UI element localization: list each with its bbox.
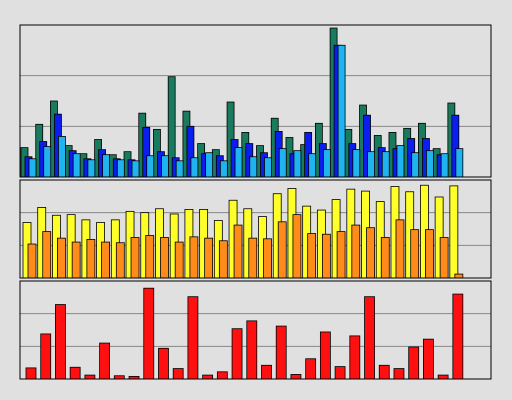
panel-3-series-1-bar-4: [69, 366, 81, 380]
panel-1-series-3-bar-29: [440, 153, 449, 178]
panel-3-series-1-bar-22: [334, 366, 346, 380]
panel-2-series-2-bar-29: [439, 237, 449, 279]
panel-3-series-1-bar-28: [423, 338, 434, 380]
panel-2-series-2-bar-19: [292, 214, 302, 279]
panel-1-series-3-bar-23: [352, 149, 361, 178]
panel-2-series-2-bar-4: [71, 241, 81, 279]
panel-2-series-2-bar-8: [130, 237, 140, 279]
panel-3-frame: [19, 280, 492, 380]
panel-1-series-3-bar-20: [308, 153, 317, 178]
panel-1-series-3-bar-25: [381, 151, 390, 178]
panel-3-series-1-bar-25: [378, 364, 390, 380]
panel-2-series-2-bar-20: [307, 233, 317, 279]
panel-2-series-2-bar-15: [233, 224, 243, 279]
panel-2-series-2-bar-5: [86, 239, 96, 279]
panel-1-series-3-bar-8: [131, 160, 140, 178]
panel-3-series-1-bar-19: [290, 374, 302, 380]
panel-3-series-1-bar-20: [305, 358, 317, 380]
panel-3-series-1-bar-6: [99, 342, 110, 380]
panel-2-series-2-bar-21: [321, 233, 331, 279]
panel-3-series-1-bar-27: [408, 346, 420, 380]
panel-1-series-3-bar-14: [219, 160, 228, 178]
panel-2-series-2-bar-25: [380, 237, 390, 279]
panel-2-series-2-bar-6: [101, 241, 110, 279]
panel-2-series-2-bar-23: [351, 224, 361, 279]
panel-1-series-3-bar-28: [426, 150, 434, 178]
panel-1-series-3-bar-26: [396, 145, 405, 178]
panel-2-series-2-bar-1: [27, 243, 37, 279]
panel-2-series-2-bar-10: [160, 237, 169, 279]
panel-1-series-3-bar-2: [43, 146, 52, 178]
panel-2-series-2-bar-7: [115, 242, 125, 279]
panel-1-series-3-bar-22: [337, 44, 346, 178]
panel-1-series-3-bar-16: [249, 156, 258, 178]
panel-1-series-3-bar-4: [72, 153, 81, 178]
panel-3-series-1-bar-18: [275, 325, 287, 380]
panel-3-series-1-bar-15: [231, 328, 243, 380]
panel-1-series-3-bar-21: [322, 149, 331, 178]
panel-1-series-3-bar-13: [205, 152, 214, 178]
panel-3-series-1-bar-3: [55, 304, 66, 380]
panel-2-series-2-bar-17: [263, 238, 272, 279]
panel-2-series-2-bar-28: [425, 229, 434, 279]
panel-3-series-1-bar-29: [437, 374, 449, 380]
panel-2-series-2-bar-12: [189, 236, 199, 279]
panel-2-series-2-bar-11: [174, 241, 184, 279]
panel-1-series-3-bar-5: [87, 159, 96, 178]
panel-3-series-1-bar-23: [349, 335, 361, 380]
panel-2-series-2-bar-16: [248, 237, 258, 279]
panel-3-series-1-bar-1: [25, 367, 37, 380]
panel-3-series-1-bar-26: [393, 368, 405, 380]
panel-1-series-3-bar-9: [146, 155, 155, 178]
panel-3-series-1-bar-21: [319, 331, 331, 380]
panel-2-frame: [19, 179, 492, 279]
panel-3-series-1-bar-12: [187, 296, 199, 380]
panel-2-series-2-bar-3: [57, 237, 66, 279]
panel-1-series-3-bar-6: [102, 154, 110, 178]
panel-1-frame: [19, 24, 492, 178]
panel-1-series-3-bar-11: [175, 160, 184, 178]
panel-2-series-1-bar-30: [449, 185, 459, 279]
panel-1-series-3-bar-10: [161, 155, 169, 178]
panel-2-series-2-bar-26: [395, 219, 405, 279]
panel-1-series-3-bar-30: [455, 148, 464, 178]
panel-1-series-3-bar-19: [293, 150, 302, 178]
panel-3-series-1-bar-30: [452, 293, 464, 380]
panel-1-series-3-bar-1: [28, 158, 37, 178]
panel-2-series-2-bar-18: [277, 221, 287, 279]
panel-1-series-3-bar-3: [58, 136, 66, 178]
panel-1-series-3-bar-27: [411, 152, 420, 178]
panel-1-series-3-bar-7: [116, 159, 125, 178]
panel-1-series-3-bar-17: [264, 157, 272, 178]
panel-3-series-1-bar-2: [40, 333, 52, 380]
panel-1-series-3-bar-12: [190, 157, 199, 178]
panel-2-series-2-bar-27: [410, 229, 420, 279]
panel-2-series-2-bar-2: [42, 231, 52, 279]
panel-1-series-3-bar-24: [367, 151, 375, 178]
panel-3-series-1-bar-16: [246, 320, 258, 380]
panel-1-series-3-bar-15: [234, 147, 243, 178]
panel-2-series-2-bar-14: [218, 240, 228, 279]
panel-3-series-1-bar-9: [143, 287, 155, 380]
panel-2-series-2-bar-30: [454, 273, 464, 279]
panel-3-series-1-bar-5: [84, 374, 96, 380]
panel-3-series-1-bar-10: [158, 347, 169, 380]
panel-1-series-3-bar-18: [278, 148, 287, 178]
panel-3-series-1-bar-11: [172, 368, 184, 380]
panel-3-series-1-bar-24: [364, 296, 375, 380]
panel-2-series-2-bar-9: [145, 235, 155, 279]
panel-2-series-2-bar-22: [336, 231, 346, 279]
panel-3-series-1-bar-14: [216, 371, 228, 380]
panel-2-series-2-bar-24: [366, 227, 375, 279]
panel-3-series-1-bar-17: [261, 364, 272, 380]
panel-2-series-2-bar-13: [204, 237, 214, 279]
panel-3-series-1-bar-13: [202, 374, 214, 380]
